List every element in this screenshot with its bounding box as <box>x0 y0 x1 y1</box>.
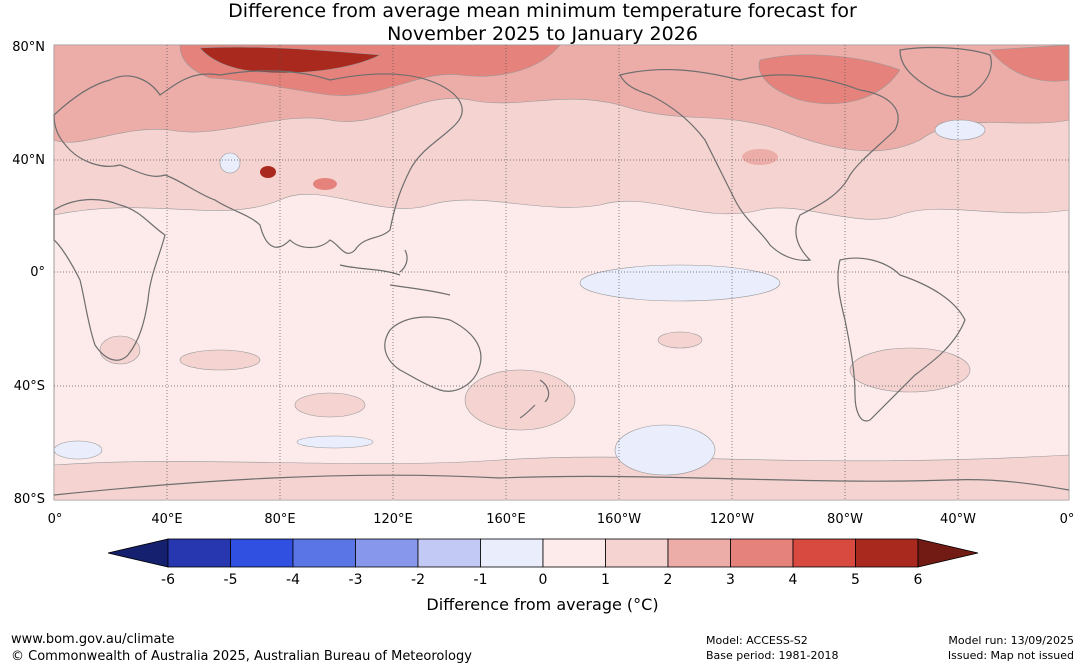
lon-label-0-left: 0° <box>48 512 63 527</box>
footer-left: www.bom.gov.au/climate © Commonwealth of… <box>11 631 472 665</box>
footer-model-info: Model: ACCESS-S2 Base period: 1981-2018 <box>706 633 838 663</box>
region-us-warm <box>742 149 778 165</box>
region-cool-south-atlantic <box>53 440 103 460</box>
region-australia-east <box>464 369 576 431</box>
region-southern-ocean <box>294 392 366 418</box>
new-zealand-coast <box>519 379 550 419</box>
lon-labels: 0° 40°E 80°E 120°E 160°E 160°W 120°W 80°… <box>48 512 1075 527</box>
colorbar-segment <box>542 538 606 568</box>
footer-url: www.bom.gov.au/climate <box>11 632 175 647</box>
region-hotspot-tibet <box>260 166 276 178</box>
region-africa-south <box>99 335 141 365</box>
region-cool-southern <box>614 424 716 476</box>
anomaly-regions <box>53 44 1070 501</box>
lat-label-80n: 80°N <box>12 40 45 55</box>
region-4to5 <box>199 46 382 74</box>
lon-label-160w: 160°W <box>597 512 641 527</box>
forecast-map: 80°N 40°N 0° 40°S 80°S 0° 40°E 80°E 120°… <box>12 40 1075 527</box>
antarctica-coast <box>53 474 1070 496</box>
north-america-coast <box>619 68 899 261</box>
lat-label-80s: 80°S <box>14 492 45 507</box>
map-title: Difference from average mean minimum tem… <box>0 0 1085 46</box>
se-asia-islands <box>339 249 451 296</box>
footer-run-info: Model run: 13/09/2025 Issued: Map not is… <box>948 633 1074 663</box>
colorbar: -6 -5 -4 -3 -2 -1 0 1 2 3 4 5 6 <box>107 538 979 588</box>
colorbar-segment <box>855 538 919 568</box>
colorbar-segment <box>230 538 294 568</box>
eurasia-coast <box>53 70 463 254</box>
title-line-1: Difference from average mean minimum tem… <box>228 0 857 22</box>
colorbar-tick-label: -4 <box>286 572 300 588</box>
colorbar-segment <box>355 538 419 568</box>
colorbar-segment <box>480 538 544 568</box>
footer-base-period: Base period: 1981-2018 <box>706 649 839 662</box>
footer-model: Model: ACCESS-S2 <box>706 634 808 647</box>
lon-label-40e: 40°E <box>151 512 182 527</box>
region-indian-ocean <box>179 349 261 371</box>
australia-coast <box>384 316 482 392</box>
lon-label-80e: 80°E <box>264 512 295 527</box>
colorbar-tick-label: 3 <box>726 572 735 588</box>
footer-model-run: Model run: 13/09/2025 <box>948 634 1074 647</box>
footer-issued: Issued: Map not issued <box>947 649 1074 662</box>
region-cool-south-indian <box>296 435 374 449</box>
colorbar-segment <box>730 538 794 568</box>
colorbar-ticks: -6 -5 -4 -3 -2 -1 0 1 2 3 4 5 6 <box>161 572 923 588</box>
region-hotspot-china <box>313 178 337 190</box>
colorbar-title: Difference from average (°C) <box>426 595 659 614</box>
colorbar-extend-high <box>917 538 979 568</box>
lon-label-160e: 160°E <box>486 512 526 527</box>
colorbar-segment <box>417 538 481 568</box>
colorbar-tick-label: 4 <box>789 572 798 588</box>
region-1to2-south <box>53 454 1070 501</box>
colorbar-tick-label: -5 <box>224 572 238 588</box>
colorbar-segment <box>292 538 356 568</box>
map-area: 80°N 40°N 0° 40°S 80°S 0° 40°E 80°E 120°… <box>12 40 1075 527</box>
colorbar-extend-low <box>107 538 169 568</box>
gridlines <box>54 45 1069 500</box>
region-3to4-greenland <box>989 44 1070 82</box>
colorbar-segment <box>605 538 669 568</box>
colorbar-tick-label: -2 <box>411 572 425 588</box>
colorbar-segment <box>792 538 856 568</box>
region-south-america <box>849 347 971 393</box>
lat-label-40s: 40°S <box>14 379 45 394</box>
lat-labels: 80°N 40°N 0° 40°S 80°S <box>12 40 45 507</box>
lon-label-80w: 80°W <box>827 512 863 527</box>
colorbar-segments <box>107 538 979 568</box>
region-cool-pacific <box>579 264 781 302</box>
colorbar-tick-label: 1 <box>601 572 610 588</box>
colorbar-tick-label: 0 <box>539 572 548 588</box>
colorbar-tick-label: -6 <box>161 572 175 588</box>
colorbar-segment <box>667 538 731 568</box>
africa-coast <box>53 199 166 361</box>
colorbar-tick-label: 2 <box>664 572 673 588</box>
colorbar-tick-label: 6 <box>914 572 923 588</box>
lon-label-40w: 40°W <box>940 512 976 527</box>
region-cool-atlantic <box>934 119 986 141</box>
lon-label-120e: 120°E <box>373 512 413 527</box>
footer-copyright: © Commonwealth of Australia 2025, Austra… <box>11 649 472 664</box>
lat-label-40n: 40°N <box>12 153 45 168</box>
coastlines <box>53 46 1070 496</box>
lon-label-0-right: 0° <box>1060 512 1075 527</box>
title-line-2: November 2025 to January 2026 <box>387 23 698 45</box>
colorbar-tick-label: -3 <box>349 572 363 588</box>
lat-label-0: 0° <box>30 265 45 280</box>
colorbar-tick-label: 5 <box>851 572 860 588</box>
colorbar-tick-label: -1 <box>474 572 488 588</box>
region-pacific-south <box>657 331 703 349</box>
lon-label-120w: 120°W <box>710 512 754 527</box>
colorbar-segment <box>167 538 231 568</box>
south-america-coast <box>837 257 966 422</box>
region-cool-central-asia <box>219 152 241 174</box>
